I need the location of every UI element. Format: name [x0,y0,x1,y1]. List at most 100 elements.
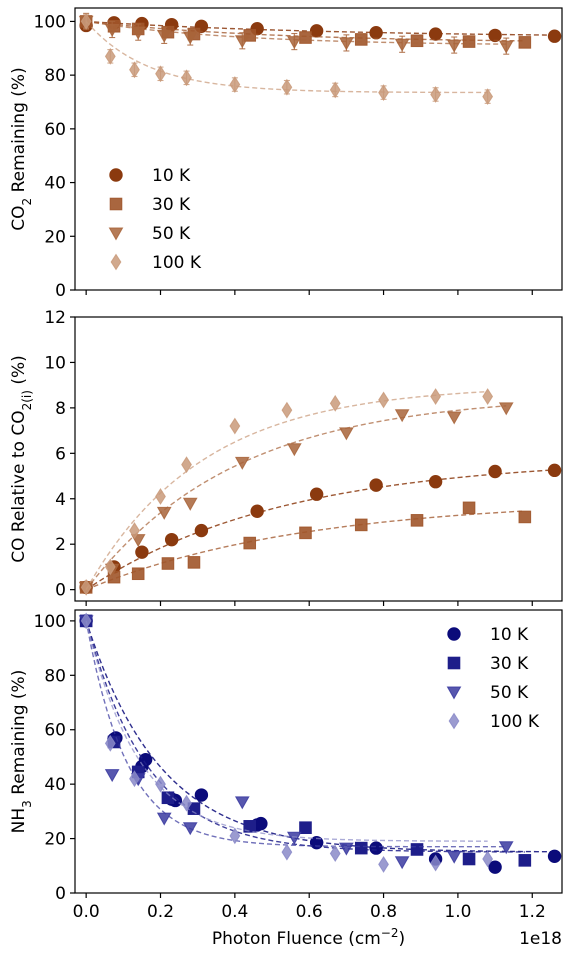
y-tick-label: 2 [55,535,66,555]
y-tick-label: 40 [44,775,66,795]
y-tick-label: 40 [44,174,66,194]
data-point [243,536,257,550]
data-point [410,34,424,48]
data-point [410,514,424,527]
y-tick-label: 10 [44,353,66,373]
y-tick-label: 20 [44,830,66,850]
data-point [488,860,502,874]
x-tick-label: 0.0 [73,902,100,922]
data-point [161,791,175,805]
fit-curve [85,405,507,591]
data-point [482,850,494,868]
data-point [394,856,410,870]
fit-curve [85,620,525,853]
legend: 10 K 30 K 50 K 100 K [446,625,540,732]
legend-marker [448,712,460,730]
legend-label: 50 K [490,683,529,703]
data-point [299,31,312,44]
data-point [482,388,494,405]
data-point [281,843,293,861]
x-tick-label: 0.4 [221,902,248,922]
legend-label: 50 K [152,224,191,244]
x-tick-label: 0.2 [147,902,174,922]
data-point [104,558,116,576]
data-point [299,526,312,540]
plot-frame [74,609,563,894]
fit-curve [85,390,488,590]
data-point [80,578,92,596]
data-point [229,417,241,435]
data-point [161,557,175,570]
data-point [428,27,443,41]
data-point [229,76,241,93]
data-point [430,86,441,103]
y-axis-label: CO2 Remaining (%) [9,67,34,230]
data-point [229,827,241,845]
legend-label: 100 K [490,712,540,732]
data-point [286,443,302,457]
y-axis-label: CO Relative to CO2(i) (%) [9,355,34,563]
legend-label: 30 K [152,195,191,215]
y-tick-label: 20 [44,227,66,247]
data-point [428,475,443,489]
data-point [446,39,462,53]
series-50k [78,12,514,55]
data-point [80,13,92,30]
data-point [131,567,145,581]
data-point [498,40,514,54]
data-point [518,36,532,49]
data-point [329,845,341,862]
data-point [369,26,383,40]
y-tick-label: 12 [44,308,66,328]
fit-curve [85,620,555,853]
legend-label: 100 K [152,253,202,273]
legend-marker [447,656,461,670]
legend-label: 10 K [152,166,191,186]
data-point [309,24,324,38]
data-point [182,497,198,511]
y-tick-label: 0 [55,884,66,904]
plot-frame [74,316,563,602]
data-point [488,28,502,43]
data-point [254,816,268,831]
chart-panel-middle: 0 2 4 6 8 10 12 CO Relative to CO2(i) (%) [9,308,563,606]
data-point [547,463,562,478]
legend-marker [110,253,122,271]
data-point [104,23,120,38]
data-point [394,409,410,423]
data-point [104,734,116,752]
data-point [518,854,532,867]
data-point [329,81,341,99]
fit-curve [85,620,488,842]
series-30k [79,614,532,867]
x-tick-label: 0.6 [296,902,323,922]
data-point [339,37,354,51]
series-50k [78,402,514,595]
data-point [281,78,293,96]
data-point [181,456,192,474]
data-point [187,556,201,569]
data-point [135,545,149,559]
data-point [234,796,250,810]
data-point [129,770,140,788]
data-point [518,510,532,524]
data-point [138,752,153,767]
y-tick-label: 80 [44,666,66,686]
series-10k [79,614,562,874]
data-point [286,831,302,845]
data-point [156,506,172,520]
data-point [354,33,368,46]
series-100k [80,612,494,873]
series-50k [78,615,514,870]
data-point [498,402,514,416]
fit-curve [85,620,507,848]
chart-panel-top: 0 20 40 60 80 100 CO2 Remaining (%) 10 K 30 K 50 … [9,7,563,301]
fit-curve [85,469,555,591]
data-point [446,411,462,425]
series-30k [79,501,532,594]
y-tick-label: 6 [55,444,66,464]
data-point [547,29,562,43]
fit-curve [85,510,525,591]
series-100k [80,388,494,596]
data-point [354,841,368,855]
